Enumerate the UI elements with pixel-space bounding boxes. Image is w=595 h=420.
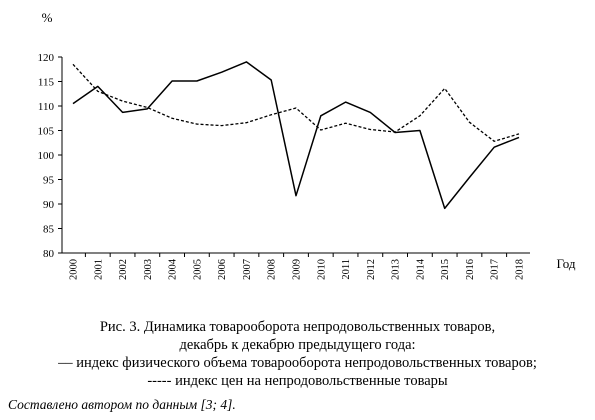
legend-dashed-symbol: ----- xyxy=(147,373,172,389)
figure-caption-title: Рис. 3. Динамика товарооборота непродово… xyxy=(99,319,496,335)
x-tick-label: 2017 xyxy=(490,259,501,280)
x-axis-ticks: 2000 2001 2002 2003 2004 2005 2006 2007 2008 2009… xyxy=(69,253,526,280)
y-tick-label: 110 xyxy=(38,101,55,113)
x-tick-label: 2011 xyxy=(341,259,352,280)
x-tick-label: 2005 xyxy=(192,259,203,280)
legend-solid-label: индекс физического объема товарооборота … xyxy=(72,355,537,371)
series-layer xyxy=(72,61,520,210)
x-tick-label: 2006 xyxy=(217,259,228,280)
x-tick-label: 2001 xyxy=(93,259,104,280)
series-line-dashed xyxy=(72,63,520,142)
y-tick-label: 120 xyxy=(38,52,55,64)
legend-solid-entry: –– индекс физического объема товарооборо… xyxy=(0,354,595,372)
y-tick-label: 115 xyxy=(38,77,55,89)
x-tick-label: 2015 xyxy=(440,259,451,280)
x-tick-label: 2012 xyxy=(366,259,377,280)
x-tick-label: 2013 xyxy=(391,259,402,280)
y-axis-unit-label: % xyxy=(42,10,53,25)
x-tick-label: 2016 xyxy=(465,259,476,280)
x-tick-label: 2003 xyxy=(143,259,154,280)
axes xyxy=(61,57,530,254)
figure-caption-subtitle: декабрь к декабрю предыдущего года: xyxy=(179,337,416,353)
source-note: Составлено автором по данным [3; 4]. xyxy=(8,397,236,412)
x-tick-label: 2010 xyxy=(316,259,327,280)
y-axis-ticks: 80 85 90 95 100 105 110 115 120 xyxy=(38,52,62,260)
x-tick-label: 2008 xyxy=(267,259,278,280)
y-tick-label: 95 xyxy=(43,175,55,187)
chart: % Год 80 85 90 95 100 105 110 115 120 2000 2001 20… xyxy=(38,10,576,280)
y-tick-label: 85 xyxy=(43,224,55,236)
x-tick-label: 2002 xyxy=(118,259,129,280)
x-tick-label: 2014 xyxy=(415,258,426,280)
x-tick-label: 2004 xyxy=(168,258,179,280)
x-tick-label: 2007 xyxy=(242,259,253,280)
x-tick-label: 2018 xyxy=(515,259,526,280)
x-axis-title: Год xyxy=(556,256,575,271)
series-line-solid xyxy=(72,61,520,210)
x-tick-label: 2009 xyxy=(292,259,303,280)
x-tick-label: 2000 xyxy=(69,259,80,280)
y-tick-label: 100 xyxy=(38,150,55,162)
legend-dashed-entry: ----- индекс цен на непродовольственные … xyxy=(0,372,595,390)
y-tick-label: 90 xyxy=(43,199,55,211)
legend-solid-symbol: –– xyxy=(58,355,73,371)
y-tick-label: 80 xyxy=(43,248,55,260)
y-tick-label: 105 xyxy=(38,126,55,138)
legend-dashed-label: индекс цен на непродовольственные товары xyxy=(171,373,448,389)
